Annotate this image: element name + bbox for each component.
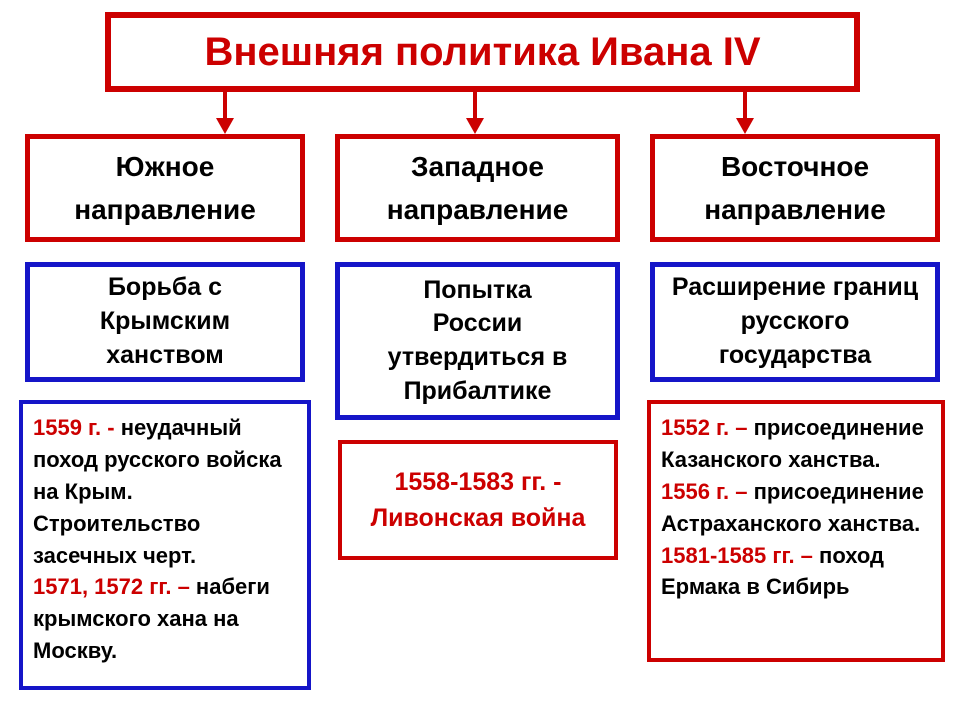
arrow-line-0 (223, 92, 227, 120)
east-detail-content: 1552 г. – присоединение Казанского ханст… (661, 412, 931, 603)
east-desc-line-1: русского (741, 305, 850, 339)
west-desc-line-1: России (433, 307, 523, 341)
east-desc-line-0: Расширение границ (672, 271, 918, 305)
west-desc-line-3: Прибалтике (404, 375, 552, 409)
arrow-line-1 (473, 92, 477, 120)
west-desc: ПопыткаРоссииутвердиться вПрибалтике (335, 262, 620, 420)
direction-south-line-0: Южное (116, 145, 215, 188)
arrow-head-1 (466, 118, 484, 134)
south-desc: Борьба сКрымскимханством (25, 262, 305, 382)
south-detail-seg-2: Строительство засечных черт. (33, 511, 200, 568)
direction-west-line-0: Западное (411, 145, 544, 188)
direction-south-line-1: направление (74, 188, 256, 231)
south-detail: 1559 г. - неудачный поход русского войск… (19, 400, 311, 690)
direction-east: Восточноенаправление (650, 134, 940, 242)
west-desc-line-2: утвердиться в (388, 341, 568, 375)
south-desc-line-2: ханством (106, 339, 224, 373)
east-desc: Расширение границрусскогогосударства (650, 262, 940, 382)
west-desc-line-0: Попытка (423, 274, 531, 308)
title-box: Внешняя политика Ивана IV (105, 12, 860, 92)
south-desc-line-0: Борьба с (108, 271, 222, 305)
direction-west: Западноенаправление (335, 134, 620, 242)
east-detail-seg-0: 1552 г. – (661, 415, 754, 440)
direction-west-line-1: направление (387, 188, 569, 231)
arrow-head-2 (736, 118, 754, 134)
west-detail: 1558-1583 гг. - Ливонская война (338, 440, 618, 560)
title-text: Внешняя политика Ивана IV (204, 30, 760, 75)
arrow-head-0 (216, 118, 234, 134)
south-detail-seg-0: 1559 г. - (33, 415, 121, 440)
west-detail-content: 1558-1583 гг. - Ливонская война (352, 464, 604, 537)
east-detail-seg-4: 1581-1585 гг. – (661, 543, 819, 568)
east-detail-seg-2: 1556 г. – (661, 479, 754, 504)
south-detail-content: 1559 г. - неудачный поход русского войск… (33, 412, 297, 667)
direction-east-line-0: Восточное (721, 145, 869, 188)
south-detail-seg-3: 1571, 1572 гг. – (33, 574, 196, 599)
south-desc-line-1: Крымским (100, 305, 230, 339)
direction-south: Южноенаправление (25, 134, 305, 242)
east-desc-line-2: государства (719, 339, 871, 373)
direction-east-line-1: направление (704, 188, 886, 231)
east-detail: 1552 г. – присоединение Казанского ханст… (647, 400, 945, 662)
west-detail-seg-0: 1558-1583 гг. - Ливонская война (371, 468, 586, 532)
arrow-line-2 (743, 92, 747, 120)
